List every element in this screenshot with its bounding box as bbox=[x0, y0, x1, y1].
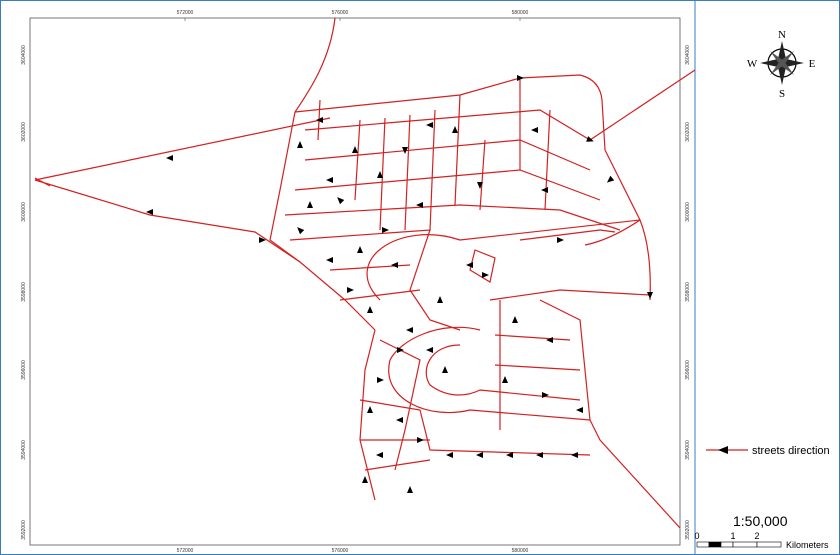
map-layout: 572000 572000 576000 576000 580000 580000 3604… bbox=[0, 0, 840, 555]
x-tick-label: 576000 bbox=[332, 548, 349, 554]
scale-ratio: 1:50,000 bbox=[733, 513, 788, 529]
y-tick-label: 3592000 bbox=[21, 520, 27, 540]
y-tick-label: 3604000 bbox=[21, 45, 27, 65]
compass-s: S bbox=[779, 88, 785, 100]
x-tick-label: 576000 bbox=[332, 10, 349, 16]
y-tick-label: 3602000 bbox=[685, 122, 691, 142]
y-tick-label: 3604000 bbox=[685, 45, 691, 65]
y-tick-label: 3602000 bbox=[21, 122, 27, 142]
y-tick-label: 3594000 bbox=[685, 440, 691, 460]
y-tick-label: 3596000 bbox=[21, 360, 27, 380]
y-tick-label: 3592000 bbox=[685, 520, 691, 540]
x-tick-label: 580000 bbox=[512, 10, 529, 16]
scale-label: 0 bbox=[694, 531, 699, 541]
x-tick-label: 572000 bbox=[177, 10, 194, 16]
y-tick-label: 3594000 bbox=[21, 440, 27, 460]
y-tick-label: 3596000 bbox=[685, 360, 691, 380]
compass-w: W bbox=[747, 58, 758, 70]
y-tick-label: 3598000 bbox=[21, 282, 27, 302]
compass-n: N bbox=[778, 29, 786, 41]
scale-label: 2 bbox=[754, 531, 759, 541]
page-frame bbox=[1, 1, 840, 555]
x-tick-label: 572000 bbox=[177, 548, 194, 554]
y-tick-label: 3598000 bbox=[685, 282, 691, 302]
compass-e: E bbox=[809, 58, 816, 70]
scale-label: 1 bbox=[730, 531, 735, 541]
y-tick-label: 3600000 bbox=[685, 202, 691, 222]
scale-unit: Kilometers bbox=[786, 540, 829, 550]
y-tick-label: 3600000 bbox=[21, 202, 27, 222]
x-tick-label: 580000 bbox=[512, 548, 529, 554]
legend-label: streets direction bbox=[752, 445, 830, 457]
